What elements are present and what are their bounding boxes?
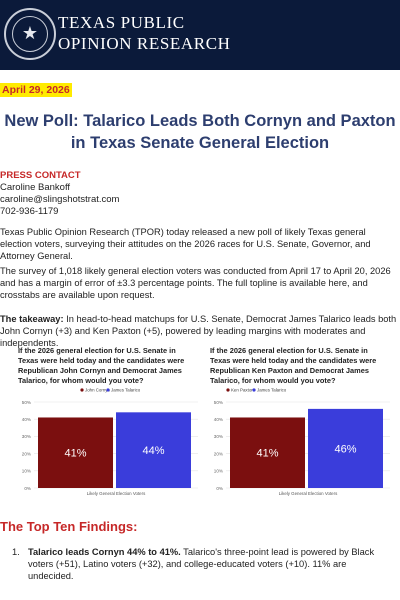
press-contact-phone: 702-936-1179 bbox=[0, 206, 59, 217]
finding-detail: Talarico's three-point lead is powered b… bbox=[28, 547, 375, 581]
press-contact-name: Caroline Bankoff bbox=[0, 182, 71, 193]
org-name-line2: OPINION RESEARCH bbox=[58, 34, 231, 53]
chart-title: If the 2026 general election for U.S. Se… bbox=[210, 346, 377, 385]
bar bbox=[38, 417, 113, 488]
legend-label: James Talarico bbox=[111, 388, 141, 393]
y-tick-label: 20% bbox=[22, 451, 31, 456]
data-label: 41% bbox=[64, 448, 86, 460]
header-banner: ★ TEXAS PUBLIC OPINION RESEARCH bbox=[0, 0, 400, 70]
legend-label: John Cornyn bbox=[85, 388, 110, 393]
y-tick-label: 10% bbox=[22, 469, 31, 474]
seal-ring: ★ bbox=[12, 16, 48, 52]
legend-swatch bbox=[226, 388, 230, 392]
seal-logo: ★ bbox=[4, 8, 56, 60]
legend-swatch bbox=[252, 388, 256, 392]
release-date: April 29, 2026 bbox=[0, 83, 72, 97]
data-label: 44% bbox=[142, 445, 164, 457]
legend-label: Ken Paxton bbox=[231, 388, 254, 393]
page-title: New Poll: Talarico Leads Both Cornyn and… bbox=[4, 112, 396, 152]
takeaway-text: In head-to-head matchups for U.S. Senate… bbox=[0, 314, 397, 348]
chart-paxton-vs-talarico: If the 2026 general election for U.S. Se… bbox=[204, 346, 396, 502]
legend-label: James Talarico bbox=[257, 388, 287, 393]
finding-text: Talarico leads Cornyn 44% to 41%. Talari… bbox=[28, 546, 394, 582]
y-tick-label: 40% bbox=[22, 417, 31, 422]
press-contact-email[interactable]: caroline@slingshotstrat.com bbox=[0, 194, 120, 205]
takeaway-paragraph: The takeaway: In head-to-head matchups f… bbox=[0, 313, 400, 349]
finding-headline: Talarico leads Cornyn 44% to 41%. bbox=[28, 547, 181, 557]
data-label: 46% bbox=[334, 443, 356, 455]
star-icon: ★ bbox=[21, 23, 39, 43]
x-axis-label: Likely General Election Voters bbox=[87, 491, 146, 496]
y-tick-label: 30% bbox=[214, 434, 223, 439]
y-tick-label: 50% bbox=[214, 400, 223, 405]
legend-swatch bbox=[80, 388, 84, 392]
bar bbox=[230, 417, 305, 488]
y-tick-label: 30% bbox=[22, 434, 31, 439]
y-tick-label: 0% bbox=[216, 486, 223, 491]
press-contact-label: PRESS CONTACT bbox=[0, 170, 81, 181]
chart-svg: 0% 10% 20% 30% 40% 50% John Cornyn James Talari… bbox=[22, 388, 198, 496]
legend-swatch bbox=[106, 388, 110, 392]
y-tick-label: 40% bbox=[214, 417, 223, 422]
findings-heading: The Top Ten Findings: bbox=[0, 519, 138, 534]
bar bbox=[308, 408, 383, 488]
y-tick-label: 20% bbox=[214, 451, 223, 456]
intro-paragraph: Texas Public Opinion Research (TPOR) tod… bbox=[0, 227, 371, 261]
chart-title: If the 2026 general election for U.S. Se… bbox=[18, 346, 185, 385]
bar bbox=[116, 412, 191, 488]
chart-svg: 0% 10% 20% 30% 40% 50% Ken Paxton James Talaric… bbox=[214, 388, 390, 496]
takeaway-label: The takeaway: bbox=[0, 314, 64, 324]
finding-number: 1. bbox=[12, 547, 20, 557]
chart-cornyn-vs-talarico: If the 2026 general election for U.S. Se… bbox=[12, 346, 204, 502]
y-tick-label: 50% bbox=[22, 400, 31, 405]
org-name-line1: TEXAS PUBLIC bbox=[58, 13, 185, 32]
data-label: 41% bbox=[256, 448, 278, 460]
y-tick-label: 0% bbox=[24, 486, 31, 491]
x-axis-label: Likely General Election Voters bbox=[279, 491, 338, 496]
methodology-paragraph: The survey of 1,018 likely general elect… bbox=[0, 266, 391, 300]
y-tick-label: 10% bbox=[214, 469, 223, 474]
